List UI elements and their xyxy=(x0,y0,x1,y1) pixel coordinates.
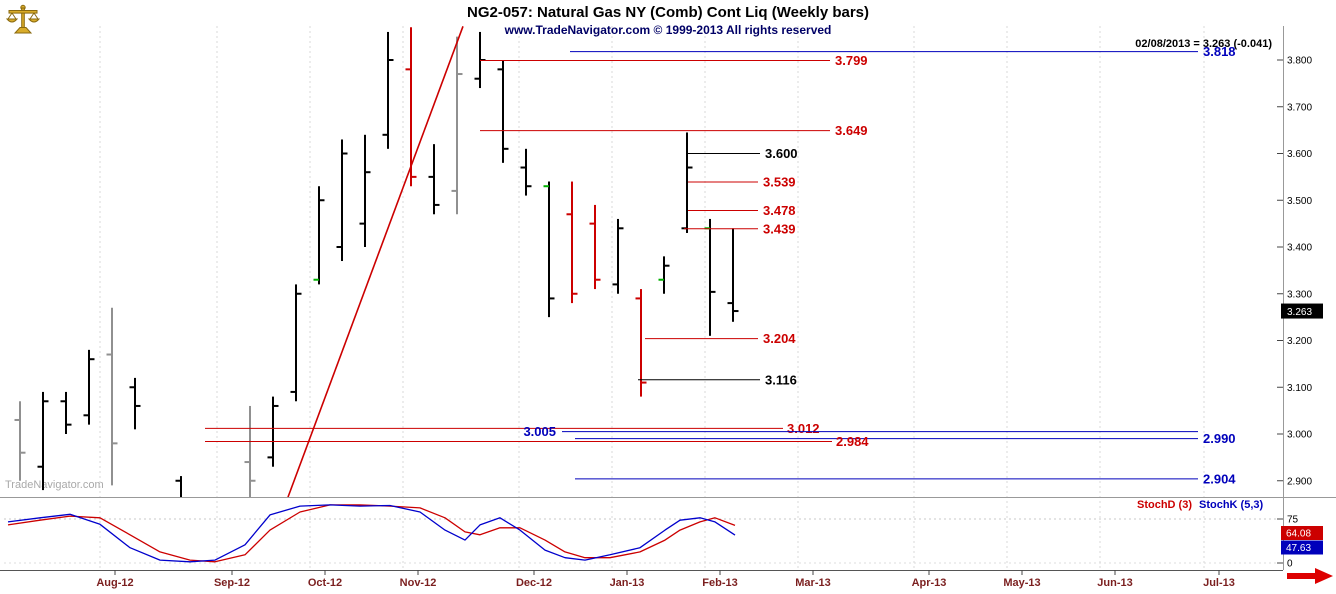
price-bar xyxy=(704,218,716,336)
stoch-d-badge xyxy=(1281,526,1323,540)
support-resistance-label: 3.478 xyxy=(763,203,796,218)
price-axis-label: 3.800 xyxy=(1287,56,1312,67)
last-price-badge xyxy=(1281,303,1323,319)
stoch-d-badge-label: 64.08 xyxy=(1286,529,1311,540)
price-bar xyxy=(359,134,371,247)
stoch-d-label: StochD (3) xyxy=(1137,499,1192,511)
price-bar xyxy=(727,228,739,322)
month-label: Nov-12 xyxy=(400,577,437,589)
price-axis-label: 3.000 xyxy=(1287,430,1312,441)
stoch-k-badge-label: 47.63 xyxy=(1286,543,1311,554)
support-resistance-label: 2.990 xyxy=(1203,431,1236,446)
price-bar xyxy=(428,144,440,215)
price-bar xyxy=(681,132,693,233)
stoch-axis-label: 0 xyxy=(1287,559,1293,570)
price-bar xyxy=(658,256,670,294)
support-resistance-label: 3.204 xyxy=(763,331,796,346)
price-axis-label: 3.100 xyxy=(1287,383,1312,394)
price-axis-label: 3.300 xyxy=(1287,289,1312,300)
price-axis-label: 3.600 xyxy=(1287,149,1312,160)
price-axis-label: 3.400 xyxy=(1287,243,1312,254)
month-label: Oct-12 xyxy=(308,577,342,589)
price-bar xyxy=(405,27,417,187)
month-label: Aug-12 xyxy=(96,577,133,589)
price-bar xyxy=(60,391,72,434)
price-bar xyxy=(244,405,256,497)
tradenavigator-logo-icon xyxy=(5,3,41,42)
month-label: Apr-13 xyxy=(912,577,947,589)
price-bar xyxy=(175,476,182,497)
month-label: Jul-13 xyxy=(1203,577,1235,589)
watermark-text: TradeNavigator.com xyxy=(5,479,104,491)
month-label: Feb-13 xyxy=(702,577,737,589)
price-bars xyxy=(14,27,739,497)
month-label: May-13 xyxy=(1003,577,1040,589)
stoch-axis-label: 75 xyxy=(1287,515,1299,526)
support-resistance-label: 3.649 xyxy=(835,123,868,138)
stoch-k-label: StochK (5,3) xyxy=(1199,499,1264,511)
stoch-k-badge xyxy=(1281,540,1323,555)
support-resistance-label: 3.439 xyxy=(763,221,796,236)
price-bar xyxy=(336,139,348,262)
price-bar xyxy=(566,181,578,304)
scroll-right-arrow[interactable] xyxy=(1287,568,1333,584)
support-resistance-label: 2.984 xyxy=(836,434,869,449)
price-bar xyxy=(290,284,302,402)
price-axis-label: 3.500 xyxy=(1287,196,1312,207)
price-axis-label: 2.900 xyxy=(1287,476,1312,487)
price-bar xyxy=(612,218,624,294)
support-resistance-label: 3.600 xyxy=(765,146,798,161)
price-bar xyxy=(83,349,95,425)
chart-title: NG2-057: Natural Gas NY (Comb) Cont Liq … xyxy=(466,4,870,21)
month-label: Dec-12 xyxy=(516,577,552,589)
price-bar xyxy=(313,186,325,285)
price-axis-label: 3.200 xyxy=(1287,336,1312,347)
price-axis-label: 3.700 xyxy=(1287,102,1312,113)
month-label: Sep-12 xyxy=(214,577,250,589)
price-bar xyxy=(14,401,26,481)
price-bar xyxy=(635,289,647,397)
support-resistance-label: 3.012 xyxy=(787,421,820,436)
month-label: Jun-13 xyxy=(1097,577,1132,589)
price-bar xyxy=(267,396,279,467)
month-label: Jan-13 xyxy=(610,577,645,589)
month-label: Mar-13 xyxy=(795,577,830,589)
support-resistance-label: 3.799 xyxy=(835,53,868,68)
support-resistance-label: 2.904 xyxy=(1203,471,1236,486)
support-resistance-label: 3.539 xyxy=(763,175,796,190)
trend-line xyxy=(287,26,464,497)
support-resistance-label: 3.818 xyxy=(1203,44,1236,59)
last-price-badge-label: 3.263 xyxy=(1287,307,1312,318)
support-resistance-label: 3.116 xyxy=(765,372,797,387)
price-bar xyxy=(37,391,49,491)
price-bar xyxy=(543,181,555,318)
price-bar xyxy=(497,60,509,163)
stoch-d-line xyxy=(7,504,736,563)
price-bar xyxy=(589,204,601,290)
last-quote-annotation: 02/08/2013 = 3.263 (-0.041) xyxy=(1135,38,1272,50)
price-bar xyxy=(106,307,118,486)
support-resistance-label: 3.005 xyxy=(523,424,556,439)
price-bar xyxy=(382,31,394,149)
chart-subtitle: www.TradeNavigator.com © 1999-2013 All r… xyxy=(504,23,832,37)
stoch-k-line xyxy=(7,504,736,563)
price-bar xyxy=(520,148,532,196)
price-bar xyxy=(129,377,141,430)
price-bar xyxy=(451,36,463,215)
